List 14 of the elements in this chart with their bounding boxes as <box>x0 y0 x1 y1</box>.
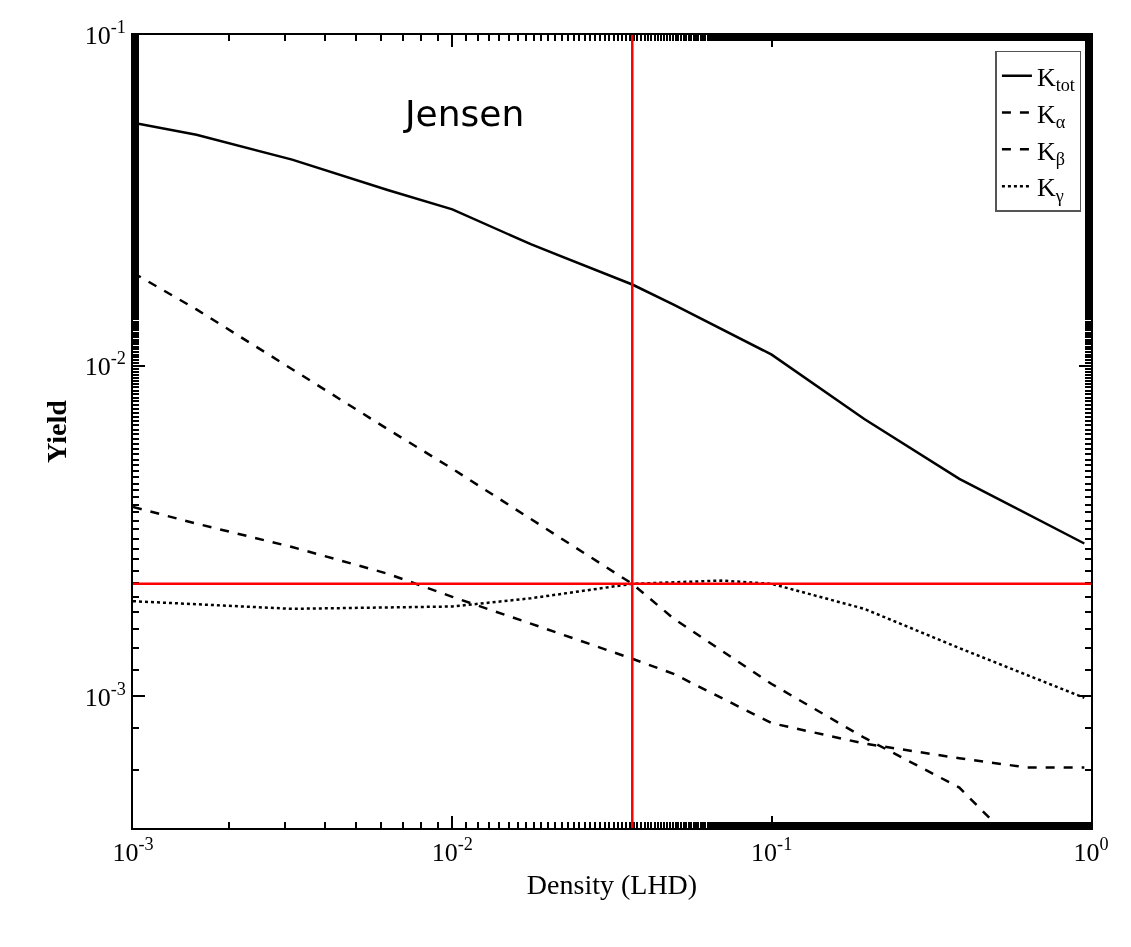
x-tick-label: 10$^{0}$ <box>1073 834 1109 868</box>
x-tick-label: 10$^{-1}$ <box>751 834 793 868</box>
x-tick-label: 10$^{-2}$ <box>431 834 473 868</box>
y-tick-label: 10$^{-1}$ <box>84 17 126 51</box>
annotation: Jensen <box>403 93 525 134</box>
legend-label: K$_{β}$ <box>1036 136 1065 169</box>
y-axis-title: Yield <box>40 399 72 463</box>
legend-label: K$_{α}$ <box>1036 99 1066 133</box>
x-axis-title: Density (LHD) <box>526 868 698 900</box>
y-tick-label: 10$^{-3}$ <box>84 678 126 712</box>
legend-label: K$_{γ}$ <box>1036 173 1064 206</box>
x-tick-label: 10$^{-3}$ <box>112 834 154 868</box>
y-tick-label: 10$^{-2}$ <box>84 347 126 381</box>
legend-label: K$_{tot}$ <box>1036 62 1075 96</box>
